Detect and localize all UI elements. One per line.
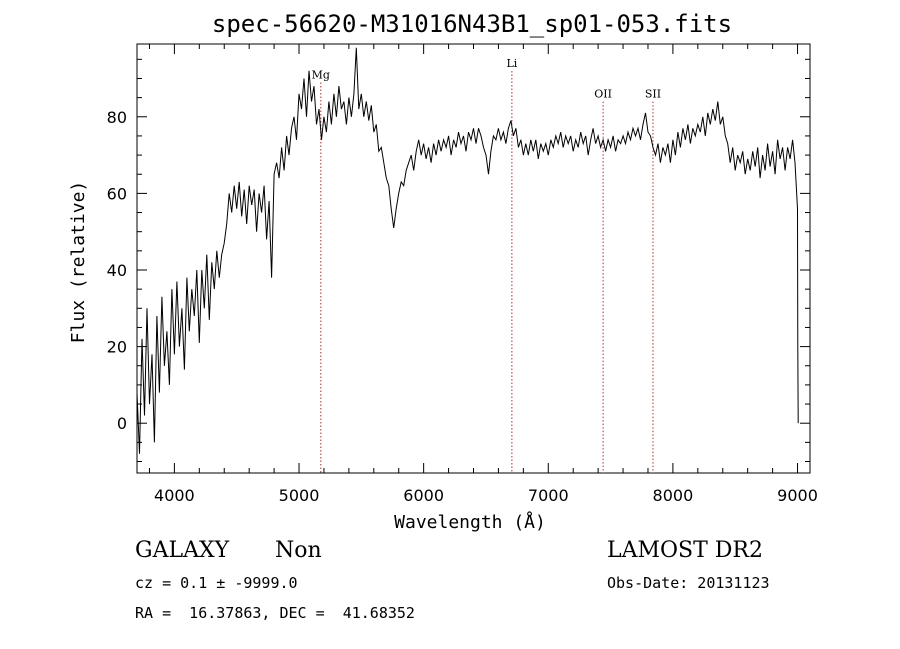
marker-label-li: Li: [506, 57, 517, 70]
object-class: GALAXY: [135, 538, 230, 563]
x-axis-label: Wavelength (Å): [394, 511, 546, 533]
spectrum-line: [136, 47, 799, 454]
observation-date: Obs-Date: 20131123: [607, 574, 770, 592]
y-tick-label: 60: [107, 184, 127, 203]
y-tick-label: 40: [107, 261, 127, 280]
x-tick-label: 4000: [154, 486, 195, 505]
y-tick-label: 0: [117, 414, 127, 433]
chart-title: spec-56620-M31016N43B1_sp01-053.fits: [212, 10, 732, 38]
y-axis-ticks: 0 20 40 60 80: [107, 58, 810, 463]
marker-label-oii: OII: [594, 88, 612, 101]
marker-label-sii: SII: [645, 88, 661, 101]
x-tick-label: 6000: [403, 486, 444, 505]
marker-label-mg: Mg: [312, 68, 330, 81]
x-tick-label: 8000: [653, 486, 694, 505]
coordinates-readout: RA = 16.37863, DEC = 41.68352: [135, 604, 415, 622]
x-tick-label: 5000: [279, 486, 320, 505]
y-tick-label: 20: [107, 338, 127, 357]
redshift-readout: cz = 0.1 ± -9999.0: [135, 574, 298, 592]
plot-frame: [136, 43, 811, 474]
x-axis-ticks: 4000 5000 6000 7000 8000 9000: [148, 44, 818, 505]
x-tick-label: 9000: [777, 486, 818, 505]
x-tick-label: 7000: [528, 486, 569, 505]
y-tick-label: 80: [107, 108, 127, 127]
y-axis-label: Flux (relative): [68, 181, 89, 344]
object-subclass: Non: [275, 538, 322, 563]
survey-name: LAMOST DR2: [607, 538, 763, 563]
emission-line-markers: Mg Li OII SII: [312, 57, 661, 473]
